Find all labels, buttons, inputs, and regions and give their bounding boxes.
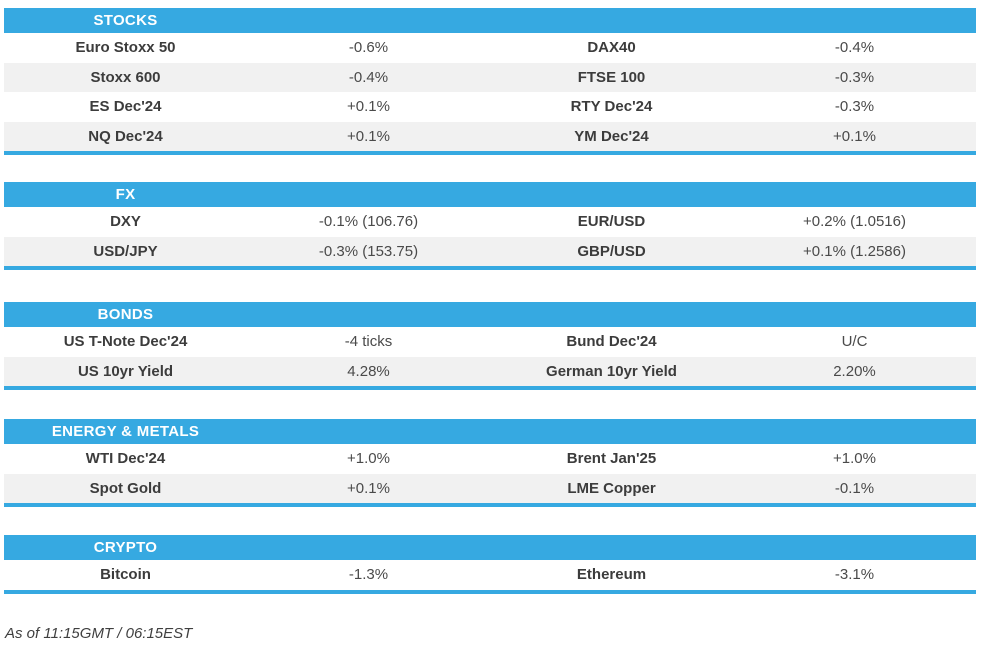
section-rows: Euro Stoxx 50 -0.6% DAX40 -0.4% Stoxx 60…: [4, 33, 976, 151]
instrument-change: +0.1% (1.2586): [803, 242, 906, 260]
instrument-name: FTSE 100: [577, 68, 646, 86]
instrument-name: LME Copper: [567, 479, 656, 497]
instrument-name: GBP/USD: [577, 242, 646, 260]
table-row: USD/JPY -0.3% (153.75) GBP/USD +0.1% (1.…: [4, 236, 976, 266]
market-section: STOCKS Euro Stoxx 50 -0.6% DAX40 -0.4% S…: [4, 8, 976, 155]
table-row: US T-Note Dec'24 -4 ticks Bund Dec'24 U/…: [4, 327, 976, 357]
instrument-change: +0.1%: [347, 479, 390, 497]
instrument-change: +0.1%: [347, 98, 390, 115]
instrument-name: Ethereum: [576, 566, 647, 583]
section-title: STOCKS: [93, 12, 158, 29]
table-row: Spot Gold +0.1% LME Copper -0.1%: [4, 473, 976, 503]
instrument-name: Brent Jan'25: [566, 450, 657, 467]
table-row: Stoxx 600 -0.4% FTSE 100 -0.3%: [4, 62, 976, 92]
instrument-name: Stoxx 600: [90, 68, 161, 86]
section-rows: DXY -0.1% (106.76) EUR/USD +0.2% (1.0516…: [4, 207, 976, 266]
instrument-change: +0.1%: [833, 127, 876, 145]
instrument-name: Euro Stoxx 50: [75, 39, 176, 56]
instrument-name: NQ Dec'24: [88, 127, 163, 145]
table-row: Euro Stoxx 50 -0.6% DAX40 -0.4%: [4, 33, 976, 63]
instrument-change: 2.20%: [833, 362, 876, 380]
instrument-change: -0.3%: [834, 98, 875, 115]
instrument-change: +0.2% (1.0516): [803, 213, 906, 230]
section-rows: US T-Note Dec'24 -4 ticks Bund Dec'24 U/…: [4, 327, 976, 386]
table-row: ES Dec'24 +0.1% RTY Dec'24 -0.3%: [4, 92, 976, 122]
section-title: ENERGY & METALS: [51, 423, 200, 440]
instrument-name: DAX40: [587, 39, 636, 56]
section-header: BONDS: [4, 302, 976, 327]
instrument-change: U/C: [841, 333, 868, 350]
section-header: STOCKS: [4, 8, 976, 33]
instrument-name: Spot Gold: [89, 479, 162, 497]
instrument-name: German 10yr Yield: [546, 362, 677, 380]
instrument-change: 4.28%: [347, 362, 390, 380]
section-header: ENERGY & METALS: [4, 419, 976, 444]
section-header: CRYPTO: [4, 535, 976, 560]
market-section: ENERGY & METALS WTI Dec'24 +1.0% Brent J…: [4, 419, 976, 507]
section-rows: Bitcoin -1.3% Ethereum -3.1%: [4, 560, 976, 590]
table-row: US 10yr Yield 4.28% German 10yr Yield 2.…: [4, 356, 976, 386]
table-row: DXY -0.1% (106.76) EUR/USD +0.2% (1.0516…: [4, 207, 976, 237]
instrument-change: -0.4%: [834, 39, 875, 56]
instrument-name: US 10yr Yield: [77, 362, 174, 380]
instrument-change: -1.3%: [348, 566, 389, 583]
instrument-change: +0.1%: [347, 127, 390, 145]
market-tables: STOCKS Euro Stoxx 50 -0.6% DAX40 -0.4% S…: [4, 8, 976, 594]
section-title: CRYPTO: [93, 539, 158, 556]
instrument-change: -4 ticks: [344, 333, 393, 350]
instrument-name: RTY Dec'24: [570, 98, 653, 115]
instrument-change: +1.0%: [833, 450, 876, 467]
as-of-timestamp: As of 11:15GMT / 06:15EST: [5, 624, 193, 642]
instrument-name: EUR/USD: [577, 213, 646, 230]
instrument-name: US T-Note Dec'24: [63, 333, 188, 350]
market-section: FX DXY -0.1% (106.76) EUR/USD +0.2% (1.0…: [4, 182, 976, 270]
instrument-change: -0.3%: [834, 68, 875, 86]
section-rows: WTI Dec'24 +1.0% Brent Jan'25 +1.0% Spot…: [4, 444, 976, 503]
table-row: Bitcoin -1.3% Ethereum -3.1%: [4, 560, 976, 590]
section-title: FX: [115, 186, 136, 203]
market-section: CRYPTO Bitcoin -1.3% Ethereum -3.1%: [4, 535, 976, 594]
instrument-change: -0.4%: [348, 68, 389, 86]
instrument-change: -3.1%: [834, 566, 875, 583]
market-section: BONDS US T-Note Dec'24 -4 ticks Bund Dec…: [4, 302, 976, 390]
table-row: NQ Dec'24 +0.1% YM Dec'24 +0.1%: [4, 121, 976, 151]
instrument-name: YM Dec'24: [574, 127, 649, 145]
instrument-name: DXY: [110, 213, 141, 230]
section-title: BONDS: [97, 306, 154, 323]
instrument-name: Bund Dec'24: [566, 333, 657, 350]
instrument-change: -0.1% (106.76): [318, 213, 419, 230]
table-row: WTI Dec'24 +1.0% Brent Jan'25 +1.0%: [4, 444, 976, 474]
instrument-name: ES Dec'24: [89, 98, 162, 115]
instrument-name: Bitcoin: [100, 566, 151, 583]
instrument-change: +1.0%: [347, 450, 390, 467]
instrument-change: -0.1%: [834, 479, 875, 497]
instrument-name: USD/JPY: [93, 242, 158, 260]
instrument-change: -0.6%: [348, 39, 389, 56]
section-header: FX: [4, 182, 976, 207]
instrument-name: WTI Dec'24: [85, 450, 166, 467]
instrument-change: -0.3% (153.75): [318, 242, 419, 260]
